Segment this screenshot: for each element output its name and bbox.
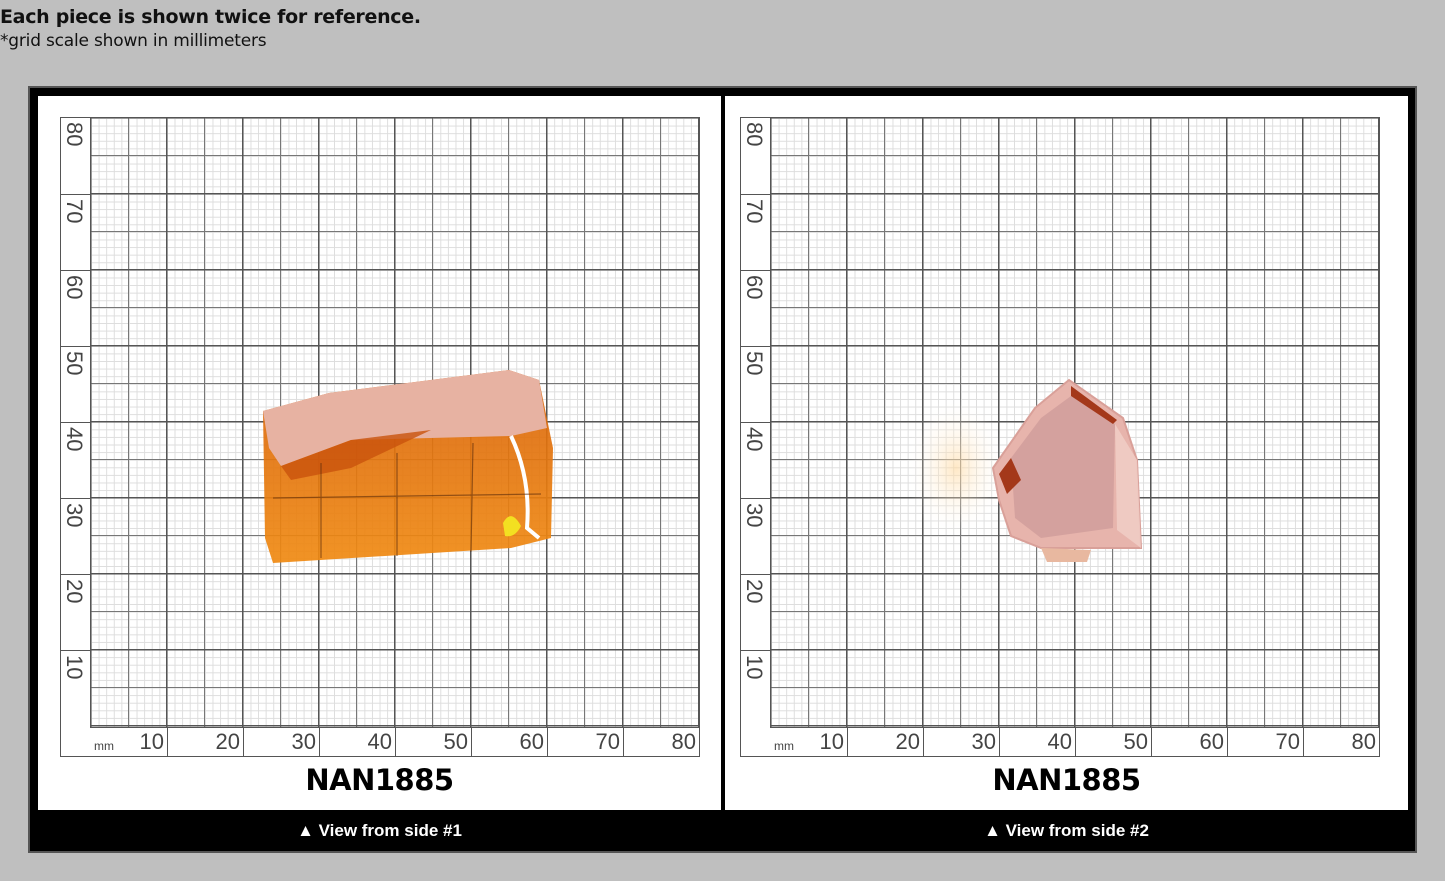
- y-label: 40: [742, 427, 767, 452]
- specimen-id: NAN1885: [992, 763, 1141, 797]
- mm-grid: 80 70 60 50 40 30 20 10: [60, 117, 700, 757]
- unit-label: mm: [94, 739, 114, 753]
- grid-plot-area: [91, 118, 699, 727]
- x-label: 10: [139, 729, 164, 754]
- x-label: 70: [595, 729, 620, 754]
- x-axis-labels: mm 10 20 30 40 50 60 70 80: [91, 727, 699, 756]
- x-label: 80: [1351, 729, 1376, 754]
- y-label: 50: [742, 351, 767, 376]
- x-label: 30: [971, 729, 996, 754]
- x-label: 60: [519, 729, 544, 754]
- y-label: 60: [742, 275, 767, 300]
- x-label: 40: [367, 729, 392, 754]
- x-label: 40: [1047, 729, 1072, 754]
- y-label: 40: [62, 427, 87, 452]
- panel-side-1: 80 70 60 50 40 30 20 10: [38, 96, 721, 810]
- y-label: 30: [742, 503, 767, 528]
- x-label: 60: [1199, 729, 1224, 754]
- panel-side-2: 80 70 60 50 40 30 20 10: [725, 96, 1408, 810]
- specimen-id: NAN1885: [305, 763, 454, 797]
- x-label: 30: [291, 729, 316, 754]
- x-label: 50: [1123, 729, 1148, 754]
- y-label: 70: [742, 199, 767, 224]
- x-label: 10: [819, 729, 844, 754]
- caption-side-1: ▲ View from side #1: [297, 821, 462, 840]
- y-label: 20: [742, 579, 767, 604]
- x-label: 50: [443, 729, 468, 754]
- x-label: 20: [895, 729, 920, 754]
- y-label: 50: [62, 351, 87, 376]
- y-axis-labels: 80 70 60 50 40 30 20 10: [61, 118, 91, 728]
- x-label: 70: [1275, 729, 1300, 754]
- page-title: Each piece is shown twice for reference.: [0, 6, 421, 28]
- photo-frame: 80 70 60 50 40 30 20 10: [28, 86, 1417, 853]
- x-label: 80: [671, 729, 696, 754]
- gem-image-side-1: [263, 370, 553, 563]
- y-label: 80: [742, 122, 767, 147]
- unit-label: mm: [774, 739, 794, 753]
- y-label: 10: [742, 655, 767, 680]
- caption-side-2: ▲ View from side #2: [984, 821, 1149, 840]
- y-label: 30: [62, 503, 87, 528]
- page-subtitle: *grid scale shown in millimeters: [0, 31, 267, 51]
- gem-image-side-2: [906, 378, 1143, 562]
- x-label: 20: [215, 729, 240, 754]
- mm-grid: 80 70 60 50 40 30 20 10: [740, 117, 1380, 757]
- y-label: 20: [62, 579, 87, 604]
- y-label: 60: [62, 275, 87, 300]
- grid-plot-area: [771, 118, 1379, 727]
- x-axis-labels: mm 10 20 30 40 50 60 70 80: [771, 727, 1379, 756]
- y-label: 70: [62, 199, 87, 224]
- y-label: 10: [62, 655, 87, 680]
- y-axis-labels: 80 70 60 50 40 30 20 10: [741, 118, 771, 728]
- y-label: 80: [62, 122, 87, 147]
